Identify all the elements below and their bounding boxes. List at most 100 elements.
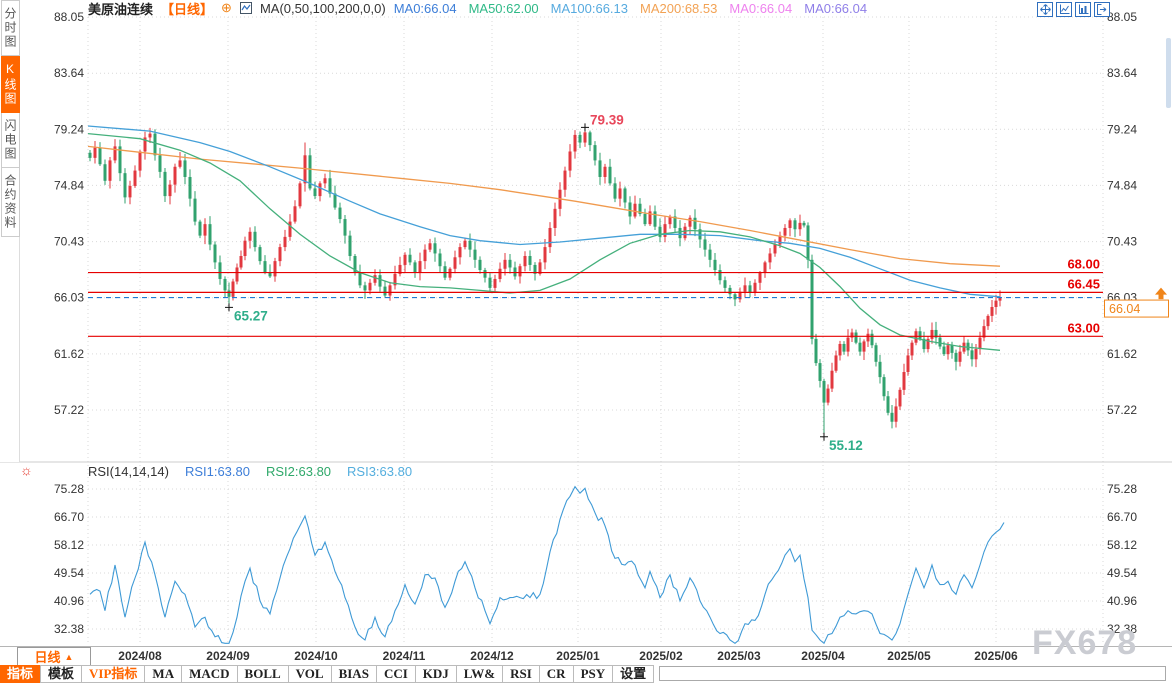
current-price: 66.04 xyxy=(88,287,1169,318)
toolbar-button-KDJ[interactable]: KDJ xyxy=(414,665,457,683)
chart-text-label: 58.12 xyxy=(1107,538,1137,552)
chart-text-label: 66.03 xyxy=(54,291,84,305)
chart-text-label: 49.54 xyxy=(54,566,84,580)
chart-text-label: 57.22 xyxy=(54,403,84,417)
x-axis-date-label: 2024/10 xyxy=(294,649,338,663)
chart-text-label: 79.24 xyxy=(1107,122,1137,136)
toolbar-button-RSI[interactable]: RSI xyxy=(502,665,540,683)
rsi-title: RSI(14,14,14) xyxy=(88,464,169,479)
sidebar-tab-合约资料[interactable]: 合约资料 xyxy=(1,168,20,237)
chart-text-label: 32.38 xyxy=(1107,622,1137,636)
chart-text-label: 63.00 xyxy=(1067,320,1100,335)
x-axis-date-label: 2024/11 xyxy=(382,649,426,663)
ma100-line xyxy=(87,125,1001,298)
indicator-toolbar: 指标 模板 VIP指标 MA MACD BOLL VOL BIAS CCI KDJ LW& RSI CR… xyxy=(0,665,1172,683)
chart-text-label: 61.62 xyxy=(54,347,84,361)
toolbar-button-CCI[interactable]: CCI xyxy=(375,665,416,683)
x-axis-date-label: 2024/08 xyxy=(118,649,162,663)
period-dropdown-label: 日线 xyxy=(34,650,61,665)
chart-text-label: 83.64 xyxy=(1107,66,1137,80)
chart-text-label: 79.39 xyxy=(590,112,624,127)
scrollbar-thumb[interactable] xyxy=(1166,38,1171,108)
x-axis-date-label: 2024/09 xyxy=(206,649,250,663)
toolbar-button-LW&[interactable]: LW& xyxy=(455,665,504,683)
fx678-watermark: FX678 xyxy=(1032,624,1138,662)
chart-text-label: 66.70 xyxy=(54,510,84,524)
x-axis-date-label: 2024/12 xyxy=(470,649,514,663)
add-indicator-icon[interactable]: ⊕ xyxy=(221,0,232,15)
toolbar-button-MACD[interactable]: MACD xyxy=(181,665,238,683)
chart-text-label: 58.12 xyxy=(54,538,84,552)
ma-value-label: MA50:62.00 xyxy=(468,0,539,16)
toolbar-button-PSY[interactable]: PSY xyxy=(572,665,614,683)
chart-text-label: 66.45 xyxy=(1067,276,1100,291)
chart-type-sidebar: 分时图 K线图 闪电图 合约资料 xyxy=(0,0,20,462)
rsi-value-label: RSI1:63.80 xyxy=(184,464,250,479)
ma-value-label: MA100:66.13 xyxy=(550,0,629,16)
x-axis-date-label: 2025/01 xyxy=(556,649,600,663)
chart-text-label: 70.43 xyxy=(1107,235,1137,249)
ma-value-label: MA0:66.04 xyxy=(804,0,868,16)
ma200-line xyxy=(87,145,1001,267)
x-axis-row: 日线 ▲ 2024/08 2024/09 2024/10 2024/11 2024/12… xyxy=(0,646,1172,666)
rsi-line xyxy=(89,485,1005,645)
move-icon[interactable] xyxy=(1037,2,1053,17)
chart-text-label: 66.04 xyxy=(1109,302,1140,316)
chart-text-label: 79.24 xyxy=(54,122,84,136)
candlestick-series xyxy=(88,127,1002,437)
toolbar-button-BIAS[interactable]: BIAS xyxy=(330,665,377,683)
chart-text-label: 66.70 xyxy=(1107,510,1137,524)
toolbar-button-模板[interactable]: 模板 xyxy=(40,665,83,683)
price-axis-ticks: 88.05 88.05 83.64 83.64 79.24 79.24 74.84 74.84… xyxy=(54,10,1137,417)
chart-text-label: 75.28 xyxy=(1107,482,1137,496)
toolbar-button-VIP指标[interactable]: VIP指标 xyxy=(81,665,146,683)
chart-text-label: 68.00 xyxy=(1067,257,1100,272)
sidebar-tab-闪电图[interactable]: 闪电图 xyxy=(1,113,20,168)
chart-text-label: 75.28 xyxy=(54,482,84,496)
chart-text-label: 40.96 xyxy=(1107,594,1137,608)
x-axis-date-label: 2025/05 xyxy=(887,649,931,663)
indicator-settings-icon[interactable]: ☼ xyxy=(20,462,33,478)
window-icons xyxy=(1037,2,1110,17)
toolbar-button-指标[interactable]: 指标 xyxy=(0,665,42,683)
toolbar-button-BOLL[interactable]: BOLL xyxy=(236,665,289,683)
chart-header: 美原油连续 【日线】 ⊕ MA(0,50,100,200,0,0) MA0:66… xyxy=(88,0,868,17)
period-dropdown[interactable]: 日线 ▲ xyxy=(17,647,91,666)
chart-text-label: 88.05 xyxy=(1107,10,1137,24)
chart-text-label: 61.62 xyxy=(1107,347,1137,361)
ma-value-label: MA200:68.53 xyxy=(640,0,718,16)
sidebar-tab-K线图[interactable]: K线图 xyxy=(1,56,20,113)
chart-text-label: 83.64 xyxy=(54,66,84,80)
rsi-value-label: RSI3:63.80 xyxy=(347,464,413,479)
period-tag: 【日线】 xyxy=(161,1,214,17)
price-markers: 79.39 65.27 55.12 xyxy=(225,112,863,453)
ma-value-label: MA0:66.04 xyxy=(729,0,793,16)
gridlines xyxy=(0,17,1172,645)
axis-compress-icon[interactable] xyxy=(1056,2,1072,17)
dropdown-arrow-icon: ▲ xyxy=(64,651,74,662)
toolbar-spacer xyxy=(659,666,1166,681)
rsi-values-group: RSI1:63.80 RSI2:63.80 RSI3:63.80 xyxy=(185,464,412,479)
rsi-axis-ticks: 75.28 75.28 66.70 66.70 58.12 58.12 49.54 49.54… xyxy=(54,482,1137,636)
ma-settings-label: MA(0,50,100,200,0,0) xyxy=(259,0,386,16)
price-up-arrow-icon xyxy=(1155,287,1167,300)
sidebar-tab-分时图[interactable]: 分时图 xyxy=(1,0,20,56)
symbol-name: 美原油连续 xyxy=(88,1,154,17)
chart-text-label: 55.12 xyxy=(829,438,863,453)
rsi-value-label: RSI2:63.80 xyxy=(265,464,332,479)
chart-text-label: 65.27 xyxy=(234,308,268,323)
rsi-header: RSI(14,14,14) RSI1:63.80 RSI2:63.80 RSI3:6… xyxy=(88,464,412,479)
toolbar-button-VOL[interactable]: VOL xyxy=(287,665,332,683)
exit-right-icon[interactable] xyxy=(1094,2,1110,17)
chart-text-label: 49.54 xyxy=(1107,566,1137,580)
toolbar-button-MA[interactable]: MA xyxy=(144,665,183,683)
price-chart-canvas[interactable]: 88.05 88.05 83.64 83.64 79.24 79.24 74.84 74.84… xyxy=(0,0,1172,648)
chart-text-label: 74.84 xyxy=(54,178,84,192)
chart-text-label: 70.43 xyxy=(54,235,84,249)
axis-expand-icon[interactable] xyxy=(1075,2,1091,17)
x-axis-date-label: 2025/03 xyxy=(717,649,761,663)
kline-mini-icon xyxy=(239,2,252,14)
toolbar-button-设置[interactable]: 设置 xyxy=(612,665,655,683)
toolbar-button-CR[interactable]: CR xyxy=(538,665,574,683)
